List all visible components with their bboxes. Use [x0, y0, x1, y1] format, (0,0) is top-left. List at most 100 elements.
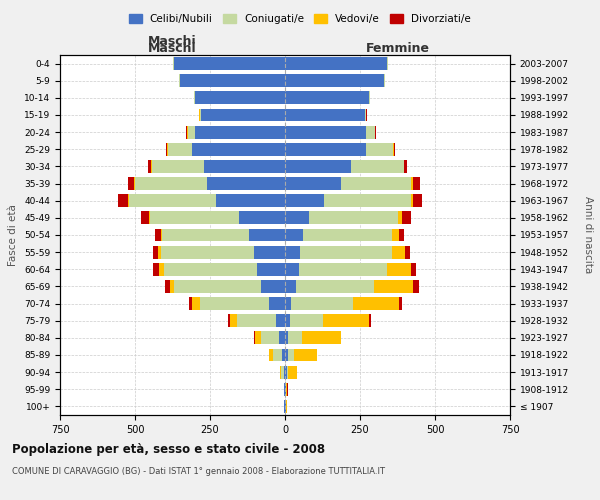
Bar: [413, 280, 419, 293]
Bar: [285, 57, 387, 70]
Bar: [180, 74, 285, 87]
Bar: [179, 74, 180, 87]
Bar: [239, 212, 285, 224]
Bar: [153, 263, 159, 276]
Bar: [153, 246, 157, 258]
Bar: [134, 177, 135, 190]
Bar: [290, 314, 323, 327]
Bar: [285, 348, 288, 362]
Bar: [249, 228, 285, 241]
Bar: [161, 228, 162, 241]
Bar: [284, 366, 285, 378]
Bar: [201, 108, 285, 122]
Bar: [285, 177, 341, 190]
Bar: [398, 212, 402, 224]
Bar: [261, 332, 279, 344]
Bar: [404, 160, 407, 173]
Bar: [155, 228, 161, 241]
Bar: [163, 263, 257, 276]
Bar: [229, 314, 237, 327]
Bar: [286, 383, 287, 396]
Bar: [413, 194, 422, 207]
Bar: [402, 212, 411, 224]
Legend: Celibi/Nubili, Coniugati/e, Vedovi/e, Divorziati/e: Celibi/Nubili, Coniugati/e, Vedovi/e, Di…: [125, 10, 475, 29]
Bar: [199, 108, 201, 122]
Bar: [393, 143, 394, 156]
Bar: [151, 160, 204, 173]
Bar: [149, 212, 150, 224]
Bar: [165, 280, 170, 293]
Bar: [411, 177, 413, 190]
Bar: [148, 160, 151, 173]
Bar: [254, 332, 255, 344]
Bar: [285, 246, 300, 258]
Bar: [159, 263, 163, 276]
Bar: [294, 348, 317, 362]
Bar: [199, 297, 269, 310]
Bar: [285, 143, 366, 156]
Bar: [394, 143, 395, 156]
Bar: [411, 263, 415, 276]
Bar: [281, 366, 284, 378]
Bar: [392, 228, 399, 241]
Bar: [365, 108, 366, 122]
Bar: [141, 212, 149, 224]
Bar: [300, 246, 392, 258]
Bar: [287, 366, 288, 378]
Bar: [353, 297, 399, 310]
Bar: [285, 314, 290, 327]
Bar: [291, 297, 353, 310]
Bar: [324, 194, 411, 207]
Bar: [170, 280, 174, 293]
Y-axis label: Anni di nascita: Anni di nascita: [583, 196, 593, 274]
Bar: [369, 92, 370, 104]
Bar: [399, 228, 404, 241]
Bar: [285, 366, 287, 378]
Bar: [173, 57, 174, 70]
Bar: [299, 263, 387, 276]
Bar: [157, 246, 161, 258]
Bar: [254, 246, 285, 258]
Bar: [387, 263, 411, 276]
Bar: [399, 297, 402, 310]
Bar: [216, 194, 285, 207]
Bar: [366, 143, 393, 156]
Bar: [285, 92, 369, 104]
Bar: [195, 126, 285, 138]
Bar: [162, 228, 249, 241]
Bar: [288, 348, 294, 362]
Bar: [174, 57, 285, 70]
Bar: [135, 177, 207, 190]
Bar: [285, 108, 365, 122]
Bar: [323, 314, 369, 327]
Bar: [284, 400, 285, 413]
Bar: [273, 348, 282, 362]
Bar: [285, 212, 309, 224]
Bar: [280, 366, 281, 378]
Bar: [195, 92, 285, 104]
Text: COMUNE DI CARAVAGGIO (BG) - Dati ISTAT 1° gennaio 2008 - Elaborazione TUTTITALIA: COMUNE DI CARAVAGGIO (BG) - Dati ISTAT 1…: [12, 468, 385, 476]
Bar: [288, 332, 302, 344]
Bar: [387, 57, 388, 70]
Text: Maschi: Maschi: [148, 42, 197, 55]
Bar: [161, 246, 254, 258]
Bar: [392, 246, 405, 258]
Bar: [279, 332, 285, 344]
Bar: [285, 400, 286, 413]
Bar: [261, 280, 285, 293]
Bar: [413, 177, 420, 190]
Bar: [296, 280, 373, 293]
Bar: [288, 366, 297, 378]
Bar: [269, 348, 273, 362]
Bar: [285, 280, 296, 293]
Bar: [269, 297, 285, 310]
Text: Maschi: Maschi: [148, 35, 197, 48]
Bar: [237, 314, 276, 327]
Bar: [285, 74, 384, 87]
Bar: [366, 126, 375, 138]
Bar: [286, 400, 287, 413]
Bar: [309, 212, 398, 224]
Bar: [405, 246, 409, 258]
Bar: [168, 143, 192, 156]
Text: Popolazione per età, sesso e stato civile - 2008: Popolazione per età, sesso e stato civil…: [12, 442, 325, 456]
